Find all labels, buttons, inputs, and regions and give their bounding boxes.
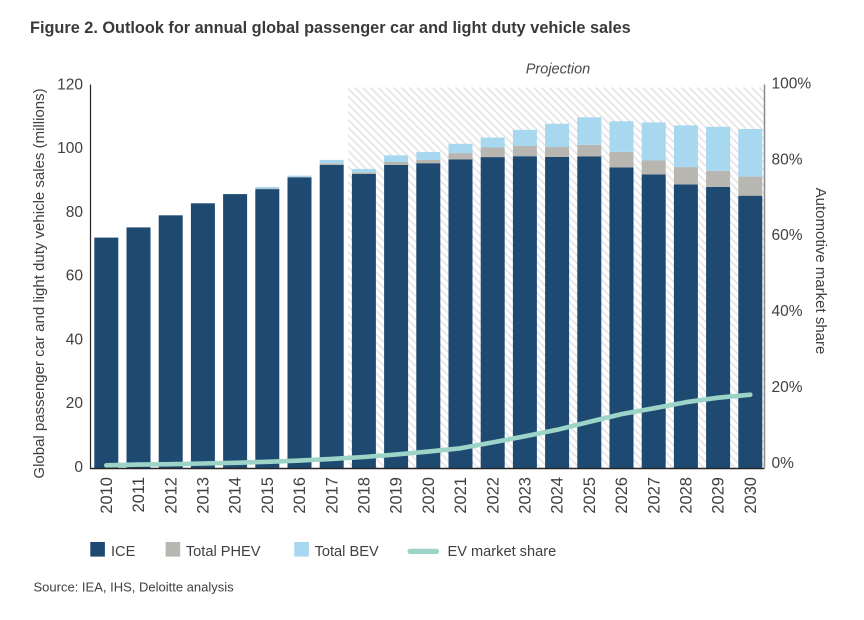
svg-text:2019: 2019	[388, 477, 406, 514]
svg-text:EV market share: EV market share	[448, 544, 557, 560]
svg-text:120: 120	[57, 76, 83, 93]
svg-text:Global passenger car and light: Global passenger car and light duty vehi…	[31, 88, 48, 478]
svg-text:2011: 2011	[130, 477, 148, 512]
svg-text:100%: 100%	[772, 75, 812, 92]
svg-text:0%: 0%	[772, 455, 795, 472]
svg-text:2010: 2010	[98, 477, 116, 514]
svg-text:2023: 2023	[517, 477, 535, 514]
svg-text:0: 0	[74, 459, 83, 476]
svg-text:2026: 2026	[613, 477, 631, 514]
svg-text:40: 40	[66, 331, 84, 348]
svg-text:60%: 60%	[772, 227, 803, 244]
svg-text:2028: 2028	[678, 477, 696, 514]
svg-text:20: 20	[66, 395, 84, 412]
svg-text:Figure 2. Outlook for annual g: Figure 2. Outlook for annual global pass…	[30, 19, 631, 37]
svg-text:60: 60	[66, 268, 84, 285]
svg-text:2014: 2014	[227, 477, 245, 514]
svg-text:2027: 2027	[645, 477, 663, 514]
svg-text:ICE: ICE	[111, 544, 136, 560]
svg-text:2022: 2022	[484, 477, 502, 514]
svg-text:80: 80	[66, 204, 84, 221]
svg-text:2013: 2013	[195, 477, 213, 514]
svg-text:Total BEV: Total BEV	[315, 544, 379, 560]
svg-text:Automotive market share: Automotive market share	[812, 188, 829, 355]
svg-text:Total PHEV: Total PHEV	[186, 544, 261, 560]
svg-text:2025: 2025	[581, 477, 599, 514]
svg-text:2017: 2017	[323, 477, 341, 514]
svg-text:2018: 2018	[356, 477, 374, 514]
svg-text:2020: 2020	[420, 477, 438, 514]
svg-text:2030: 2030	[742, 477, 760, 514]
svg-text:Projection: Projection	[526, 62, 590, 78]
svg-text:2029: 2029	[710, 477, 728, 514]
svg-text:2015: 2015	[259, 477, 277, 514]
svg-text:2012: 2012	[162, 477, 180, 514]
svg-text:40%: 40%	[772, 303, 803, 320]
svg-text:20%: 20%	[772, 379, 803, 396]
svg-text:2021: 2021	[452, 477, 470, 514]
svg-text:2016: 2016	[291, 477, 309, 514]
svg-text:80%: 80%	[772, 151, 803, 168]
svg-text:Source: IEA, IHS, Deloitte ana: Source: IEA, IHS, Deloitte analysis	[34, 580, 235, 595]
svg-text:100: 100	[57, 140, 83, 157]
svg-text:2024: 2024	[549, 477, 567, 514]
